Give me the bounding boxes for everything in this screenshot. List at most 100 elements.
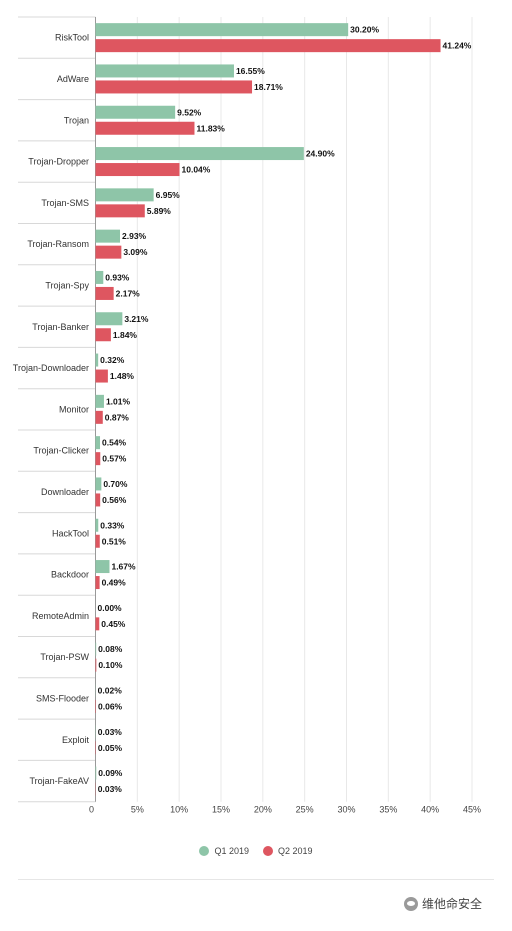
category-label: HackTool	[52, 528, 89, 538]
category-label: Backdoor	[51, 570, 89, 580]
data-label-q1: 0.09%	[98, 768, 123, 778]
category-label: Trojan-Dropper	[28, 157, 89, 167]
legend-item-q2[interactable]: Q2 2019	[263, 846, 313, 856]
data-label-q2: 0.03%	[98, 784, 123, 794]
category-label: Trojan-Clicker	[33, 446, 89, 456]
bar-q1	[95, 560, 110, 574]
data-label-q1: 16.55%	[236, 66, 265, 76]
bar-q2	[95, 493, 101, 507]
category-label: Trojan-FakeAV	[29, 776, 89, 786]
data-label-q2: 0.05%	[98, 743, 123, 753]
data-label-q1: 0.54%	[102, 438, 127, 448]
data-label-q1: 0.93%	[105, 272, 130, 282]
bar-q2	[95, 369, 108, 383]
data-label-q1: 0.08%	[98, 644, 123, 654]
data-label-q1: 0.03%	[98, 727, 123, 737]
category-label: Monitor	[59, 404, 89, 414]
x-tick-label: 5%	[131, 805, 144, 815]
wechat-account-name: 维他命安全	[422, 897, 483, 911]
bar-q1	[95, 270, 104, 284]
x-tick-label: 25%	[296, 805, 314, 815]
data-label-q2: 5.89%	[147, 206, 172, 216]
data-label-q2: 0.56%	[102, 495, 127, 505]
bar-q2	[95, 658, 97, 672]
bar-q2	[95, 286, 114, 300]
chart-legend: Q1 2019 Q2 2019	[0, 846, 512, 856]
bar-q2	[95, 80, 253, 94]
category-label: SMS-Flooder	[36, 693, 89, 703]
bar-q1	[95, 312, 123, 326]
data-label-q1: 2.93%	[122, 231, 147, 241]
bar-q2	[95, 576, 100, 590]
category-label: Trojan-PSW	[40, 652, 89, 662]
data-label-q1: 0.33%	[100, 520, 125, 530]
data-label-q1: 24.90%	[306, 149, 335, 159]
data-label-q2: 0.57%	[102, 454, 127, 464]
category-label: AdWare	[57, 74, 89, 84]
bar-q2	[95, 410, 103, 424]
bar-q1	[95, 518, 99, 532]
data-label-q2: 2.17%	[116, 288, 141, 298]
bar-q2	[95, 204, 145, 218]
data-label-q1: 0.02%	[98, 685, 123, 695]
data-label-q1: 0.00%	[98, 603, 123, 613]
category-label: Trojan-Banker	[32, 322, 89, 332]
data-label-q1: 1.67%	[111, 562, 136, 572]
data-label-q1: 9.52%	[177, 107, 202, 117]
legend-label-q2: Q2 2019	[278, 846, 313, 856]
x-tick-label: 40%	[421, 805, 439, 815]
data-label-q1: 1.01%	[106, 396, 131, 406]
x-tick-label: 35%	[379, 805, 397, 815]
data-label-q2: 1.84%	[113, 330, 138, 340]
legend-item-q1[interactable]: Q1 2019	[199, 846, 249, 856]
bar-q1	[95, 642, 97, 656]
bar-q1	[95, 147, 304, 161]
x-tick-label: 30%	[337, 805, 355, 815]
bar-q1	[95, 23, 349, 37]
x-tick-label: 20%	[254, 805, 272, 815]
data-label-q2: 41.24%	[443, 41, 472, 51]
bar-q2	[95, 245, 122, 259]
data-label-q1: 6.95%	[156, 190, 181, 200]
x-tick-label: 45%	[463, 805, 481, 815]
category-label: Trojan-Downloader	[13, 363, 89, 373]
data-label-q2: 3.09%	[123, 247, 148, 257]
data-label-q2: 1.48%	[110, 371, 135, 381]
wechat-watermark: 维他命安全	[404, 895, 482, 912]
bar-q1	[95, 188, 154, 202]
x-tick-label: 10%	[170, 805, 188, 815]
category-label: Downloader	[41, 487, 89, 497]
data-label-q2: 0.06%	[98, 701, 123, 711]
category-label: Trojan	[64, 115, 89, 125]
bar-q1	[95, 353, 99, 367]
category-label: Trojan-SMS	[41, 198, 89, 208]
bar-q1	[95, 105, 176, 119]
bar-q1	[95, 477, 102, 491]
wechat-icon	[404, 896, 418, 911]
data-label-q2: 0.45%	[101, 619, 126, 629]
category-label: RiskTool	[55, 33, 89, 43]
footer-divider	[18, 879, 494, 880]
legend-label-q1: Q1 2019	[214, 846, 249, 856]
data-label-q2: 0.51%	[102, 536, 127, 546]
category-label: Trojan-Ransom	[27, 239, 89, 249]
data-label-q2: 11.83%	[196, 123, 225, 133]
bar-q2	[95, 328, 111, 342]
data-label-q1: 30.20%	[350, 25, 379, 35]
bar-q1	[95, 394, 104, 408]
bar-q2	[95, 39, 441, 53]
bar-q2	[95, 452, 101, 466]
data-label-q2: 18.71%	[254, 82, 283, 92]
legend-dot-q1	[199, 846, 210, 856]
bar-q1	[95, 229, 121, 243]
bar-q2	[95, 121, 195, 135]
bar-q2	[95, 163, 180, 177]
bar-q2	[95, 534, 100, 548]
data-label-q1: 0.70%	[103, 479, 128, 489]
legend-dot-q2	[263, 846, 273, 856]
bar-q2	[95, 617, 100, 631]
bar-q1	[95, 64, 234, 78]
bar-chart: 0 5% 10% 15% 20% 25% 30% 35% 40% 45% RiskTool 30.20…	[13, 16, 481, 815]
data-label-q1: 3.21%	[124, 314, 149, 324]
data-label-q2: 0.10%	[98, 660, 123, 670]
